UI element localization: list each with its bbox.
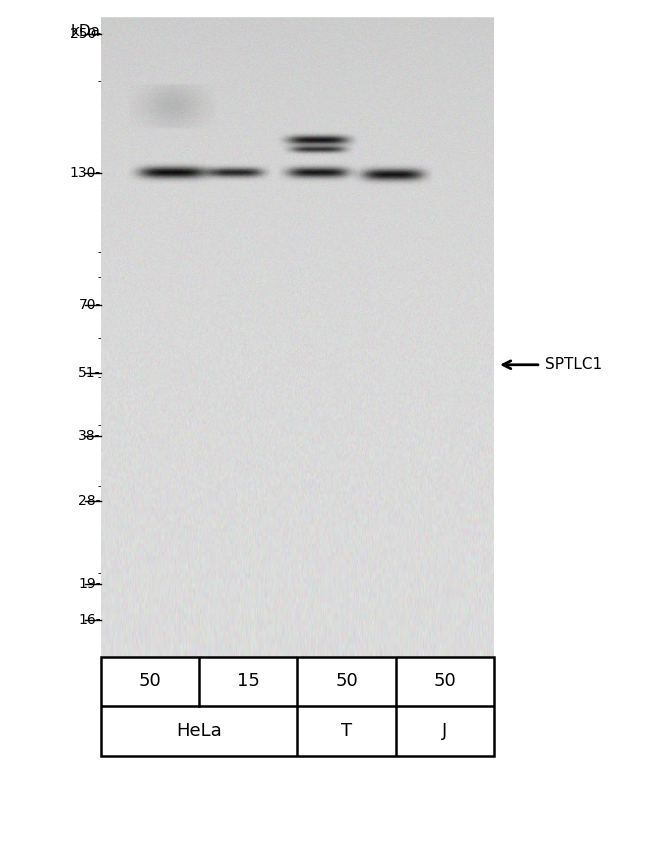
Text: 19-: 19-	[78, 576, 101, 591]
Text: SPTLC1: SPTLC1	[545, 357, 603, 372]
Text: T: T	[341, 722, 352, 740]
Text: 50: 50	[138, 672, 161, 690]
Text: kDa: kDa	[71, 24, 101, 39]
Text: 28-: 28-	[78, 494, 101, 508]
Text: 50: 50	[434, 672, 456, 690]
Text: 38-: 38-	[78, 429, 101, 442]
Text: 51-: 51-	[78, 366, 101, 380]
Text: HeLa: HeLa	[176, 722, 222, 740]
Text: 70-: 70-	[79, 298, 101, 313]
Text: 130-: 130-	[70, 166, 101, 181]
Text: 50: 50	[335, 672, 358, 690]
Text: 16-: 16-	[78, 613, 101, 627]
Text: 250-: 250-	[70, 27, 101, 41]
Text: 15: 15	[237, 672, 259, 690]
Text: J: J	[442, 722, 447, 740]
